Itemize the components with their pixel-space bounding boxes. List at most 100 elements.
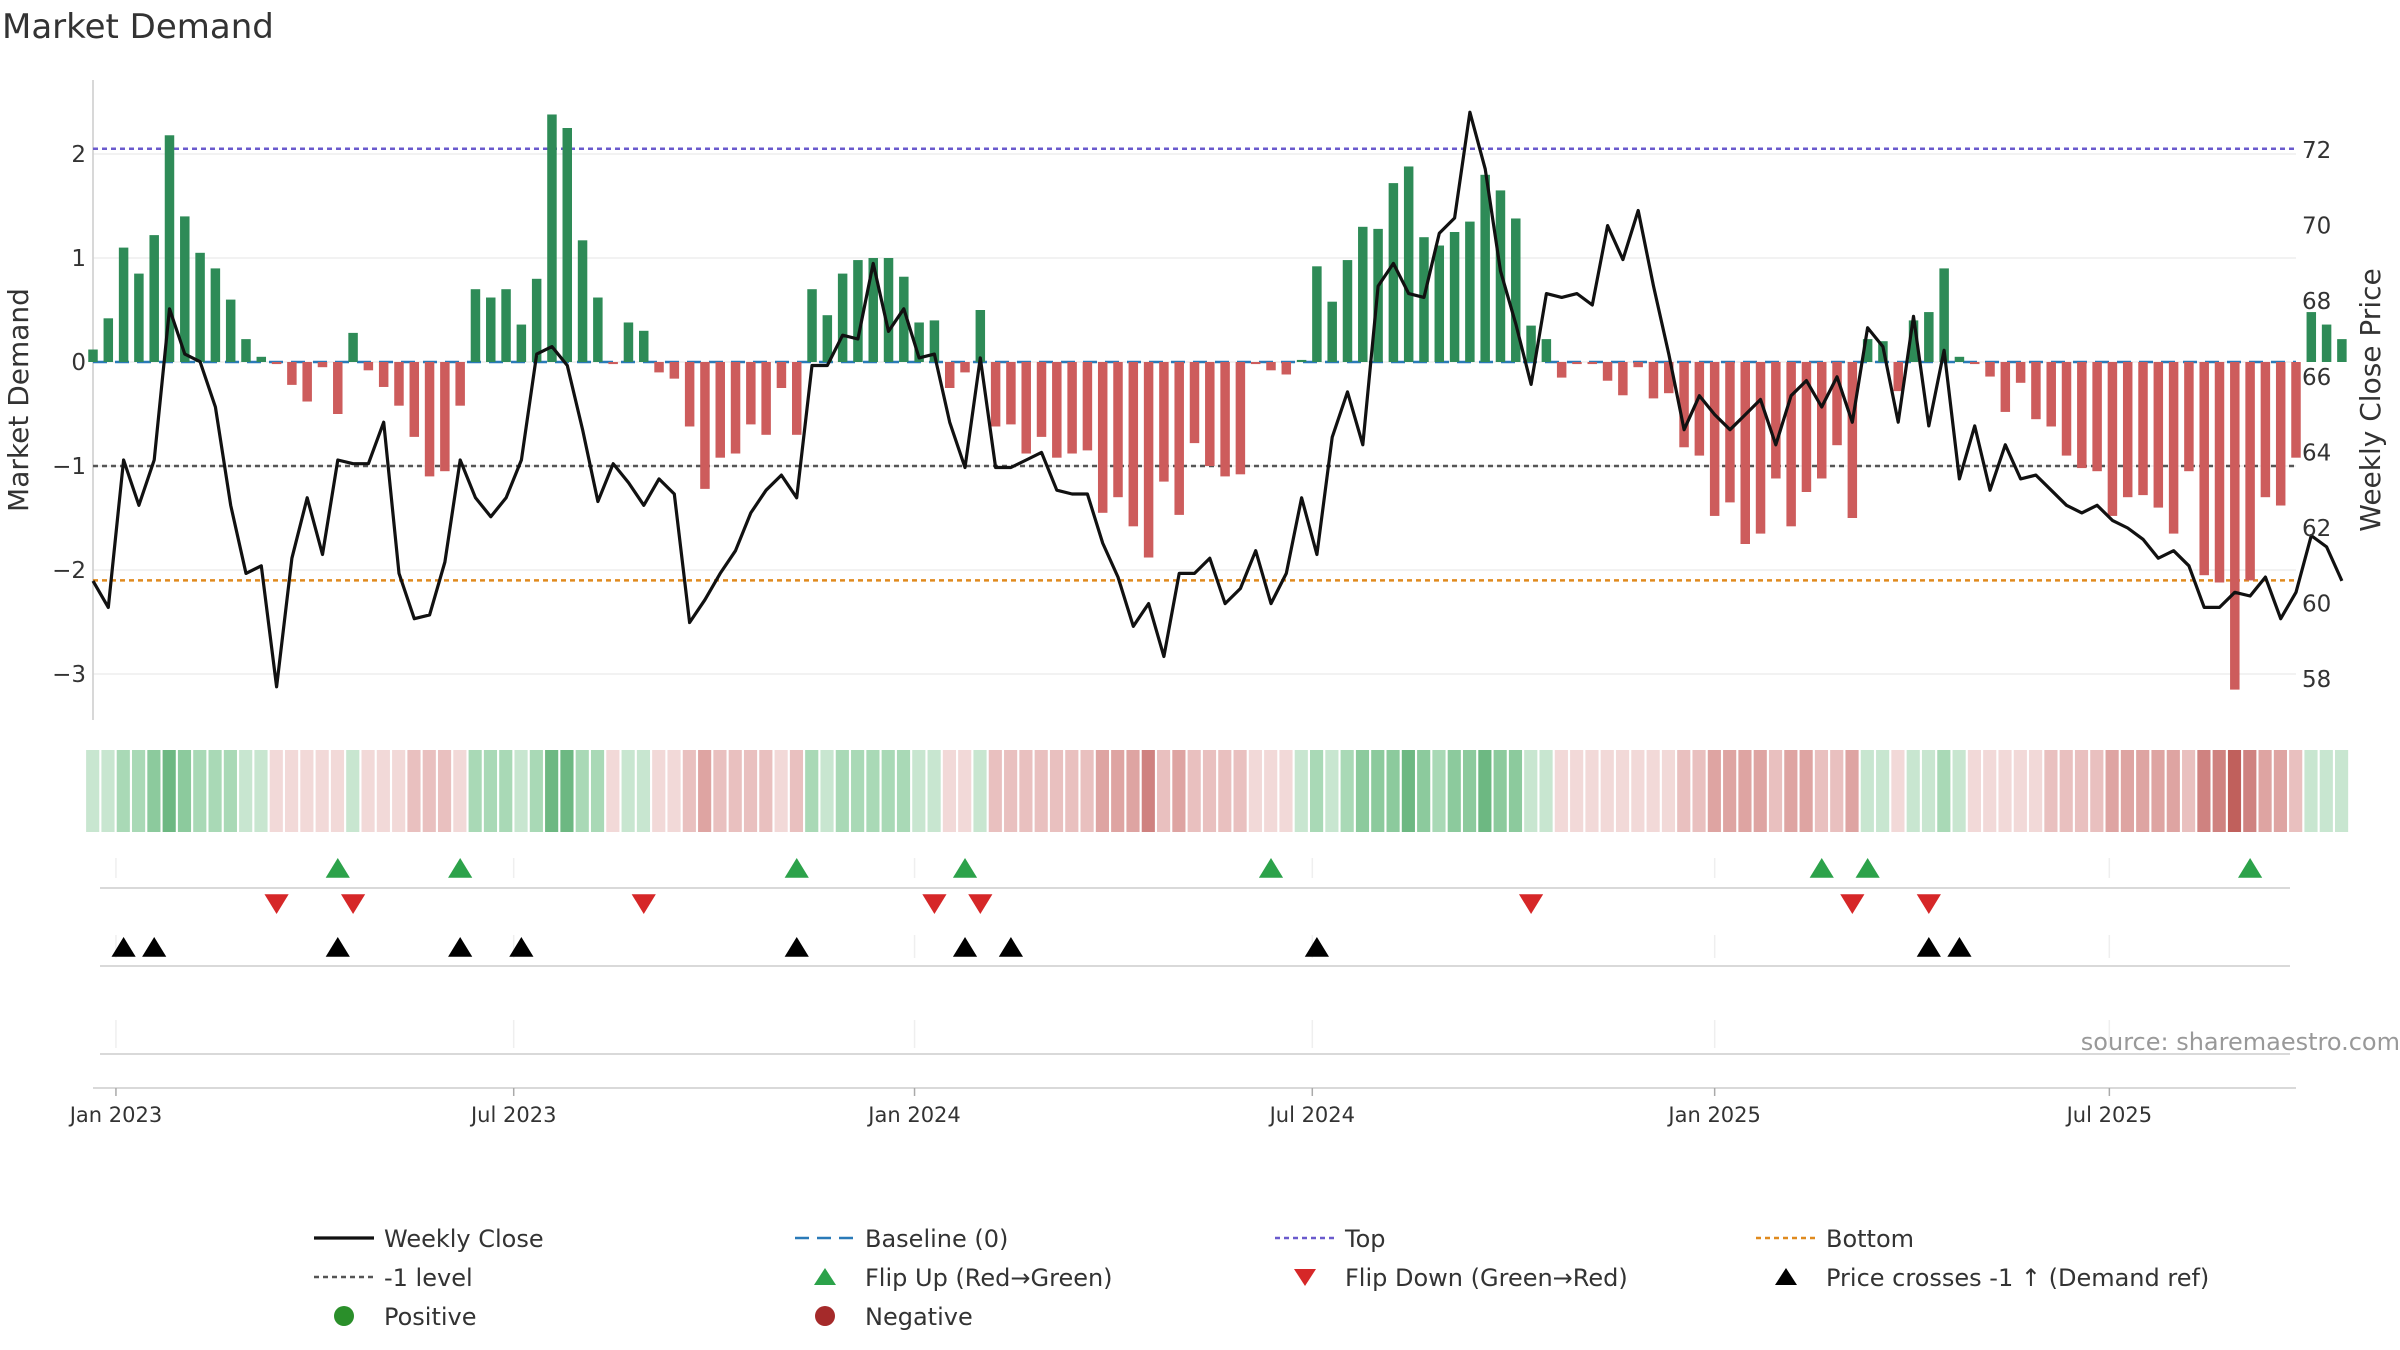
strip-cell [499,750,513,832]
demand-bar [608,362,618,365]
y-tick-left: 0 [71,350,86,376]
strip-cell [162,750,176,832]
flip-down-marker [968,894,993,914]
demand-bar [501,289,511,362]
strip-cell [1019,750,1033,832]
y-tick-left: −1 [52,454,86,480]
strip-cell [1187,750,1201,832]
demand-bar [1449,232,1460,362]
demand-bar [684,362,695,427]
demand-bar [180,216,190,362]
flip-down-marker [922,894,947,914]
strip-cell [1417,750,1431,832]
strip-cell [223,750,237,832]
strip-cell [1233,750,1247,832]
strip-cell [2319,750,2333,832]
demand-bar [531,278,542,362]
legend-label: Baseline (0) [865,1225,1008,1253]
demand-bar [287,362,297,385]
demand-bar [1143,362,1154,558]
strip-cell [1218,750,1232,832]
demand-bar [1786,362,1796,527]
strip-cell [1600,750,1614,832]
y-tick-right: 60 [2302,592,2331,618]
strip-cell [2029,750,2043,832]
flip-up-marker [1855,858,1880,878]
demand-bar [2214,362,2225,583]
legend-label: Bottom [1826,1225,1914,1253]
strip-cell [1126,750,1140,832]
demand-bar [562,128,572,362]
strip-cell [284,750,299,832]
strip-cell [1554,750,1568,832]
demand-bar [1113,362,1123,498]
strip-cell [1462,750,1477,832]
demand-bar [791,362,802,435]
demand-bar [2260,362,2271,498]
strip-cell [361,750,375,832]
demand-bar [2077,362,2087,469]
strip-cell [759,750,773,832]
strip-cell [1967,750,1982,832]
strip-cell [575,750,589,832]
y-axis-left: 2 1 0 −1 −2 −3 [52,142,86,688]
demand-bar [853,260,863,362]
demand-bar [960,362,970,373]
flip-up-marker [1809,858,1834,878]
flip-up-marker [448,858,473,878]
strip-cell [698,750,712,832]
strip-cell [560,750,574,832]
strip-cell [376,750,390,832]
price-cross-marker [1947,937,1972,957]
demand-bar [883,258,894,362]
demand-bar [1358,226,1368,362]
strip-cell [1248,750,1262,832]
strip-cell [2059,750,2073,832]
demand-bar [1618,362,1628,396]
strip-cell [514,750,528,832]
strip-cell [346,750,360,832]
demand-bar [378,362,389,387]
demand-bar [2291,362,2301,458]
demand-bar [1220,362,1230,477]
strip-cell [1723,750,1737,832]
strip-cell [1111,750,1125,832]
demand-bar [241,339,251,362]
strip-cell [1493,750,1507,832]
strip-cell [789,750,804,832]
x-tick-label: Jan 2023 [68,1103,163,1127]
strip-cell [101,750,115,832]
demand-bar [1403,166,1414,362]
y-axis-right: 72 70 68 66 64 62 60 58 [2302,138,2331,693]
strip-cell [1585,750,1599,832]
demand-bar [1740,362,1750,544]
demand-bar [440,362,450,472]
strip-cell [866,750,880,832]
demand-bar [2046,362,2056,427]
price-line-group [91,110,2344,689]
strip-cell [392,750,406,832]
demand-bar [669,362,680,379]
flip-up-marker [2238,858,2263,878]
strip-cell [1004,750,1018,832]
y-tick-right: 62 [2302,516,2331,542]
demand-bar [1725,362,1735,503]
demand-bar [317,362,328,368]
strip-cell [1279,750,1293,832]
demand-color-strip [86,750,2349,832]
demand-bar [868,258,878,362]
legend: Weekly Close Baseline (0) Top Bottom -1 leve… [314,1225,2209,1331]
demand-bar [715,362,725,458]
strip-cell [1830,750,1844,832]
demand-bar [1128,362,1139,527]
price-cross-marker [998,937,1024,957]
strip-cell [1768,750,1783,832]
legend-swatch [814,1268,836,1285]
x-tick-label: Jan 2025 [1666,1103,1761,1127]
demand-bar [623,322,634,362]
demand-bar [761,362,771,435]
demand-bars [88,114,2347,690]
demand-bar [1296,359,1307,362]
demand-bar [134,273,144,362]
strip-cell [988,750,1002,832]
